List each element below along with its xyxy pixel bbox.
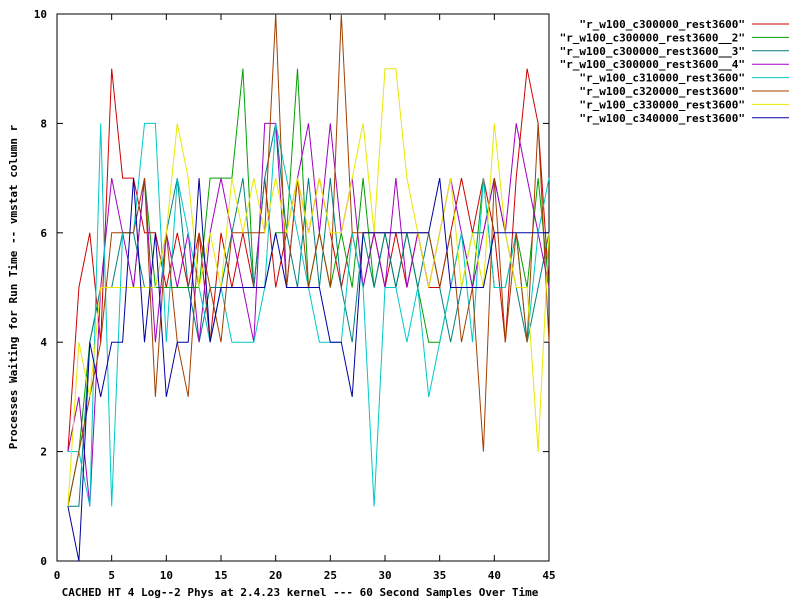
x-tick-label: 40 [488,569,501,582]
x-tick-label: 25 [324,569,337,582]
x-axis-label: CACHED HT 4 Log--2 Phys at 2.4.23 kernel… [62,586,539,599]
legend-label: "r_w100_c300000_rest3600__4" [560,58,745,71]
y-tick-label: 8 [40,117,47,130]
y-tick-label: 6 [40,227,47,240]
x-tick-label: 45 [542,569,555,582]
axis-ticks: 0 5 10 15 20 25 30 35 40 45 0 2 4 6 8 10 [34,8,556,582]
y-tick-label: 0 [40,555,47,568]
legend-label: "r_w100_c300000_rest3600__3" [560,45,745,58]
x-tick-label: 15 [214,569,227,582]
series-line-4 [67,122,550,507]
series-lines [67,13,550,562]
series-line-6 [67,13,550,507]
legend-label: "r_w100_c320000_rest3600" [579,85,745,98]
x-tick-label: 35 [433,569,446,582]
series-line-8 [67,178,549,562]
y-tick-label: 10 [34,8,47,21]
legend-label: "r_w100_c330000_rest3600" [579,98,745,111]
series-line-3 [67,123,550,507]
legend-label: "r_w100_c310000_rest3600" [579,72,745,85]
x-tick-label: 5 [108,569,115,582]
x-tick-label: 0 [54,569,61,582]
legend-label: "r_w100_c340000_rest3600" [579,112,745,125]
y-tick-label: 4 [40,336,47,349]
legend-label: "r_w100_c300000_rest3600__2" [560,31,745,44]
legend: "r_w100_c300000_rest3600""r_w100_c300000… [560,18,789,125]
series-line-7 [67,68,550,507]
x-tick-label: 30 [378,569,391,582]
y-tick-label: 2 [40,446,47,459]
y-axis-label: Processes Waiting for Run Time -- vmstat… [7,124,20,449]
x-tick-label: 10 [160,569,173,582]
legend-label: "r_w100_c300000_rest3600" [579,18,745,31]
x-tick-label: 20 [269,569,282,582]
